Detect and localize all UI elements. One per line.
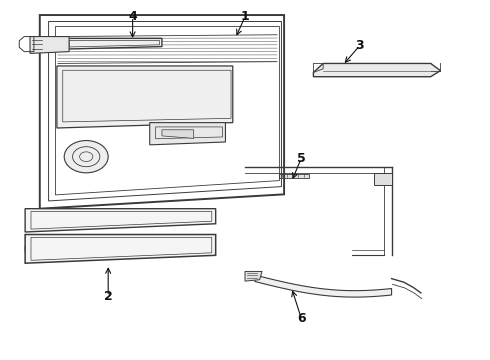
Text: 2: 2: [104, 290, 113, 303]
Polygon shape: [30, 37, 69, 53]
Text: 4: 4: [128, 10, 137, 23]
Bar: [39, 217, 45, 220]
Bar: [200, 247, 206, 250]
Bar: [279, 174, 309, 178]
Text: 5: 5: [297, 152, 306, 165]
Bar: [59, 217, 65, 220]
Polygon shape: [25, 209, 216, 232]
Polygon shape: [245, 271, 262, 281]
Bar: [79, 217, 85, 220]
Bar: [140, 217, 146, 220]
Bar: [200, 217, 206, 220]
Bar: [39, 247, 45, 250]
Polygon shape: [314, 63, 441, 77]
Bar: [154, 247, 160, 250]
Bar: [62, 247, 68, 250]
Text: 3: 3: [356, 39, 364, 52]
Bar: [120, 217, 126, 220]
Bar: [100, 217, 106, 220]
Bar: [160, 217, 166, 220]
Bar: [131, 247, 137, 250]
Polygon shape: [162, 130, 194, 138]
Polygon shape: [374, 173, 392, 185]
Bar: [177, 247, 183, 250]
Bar: [108, 247, 114, 250]
Polygon shape: [64, 39, 162, 49]
Text: 1: 1: [241, 10, 249, 23]
Polygon shape: [150, 123, 225, 145]
Circle shape: [64, 140, 108, 173]
Polygon shape: [57, 66, 233, 128]
Bar: [85, 247, 91, 250]
Text: 6: 6: [297, 311, 305, 325]
Polygon shape: [25, 234, 216, 263]
Polygon shape: [255, 275, 392, 297]
Bar: [180, 217, 186, 220]
